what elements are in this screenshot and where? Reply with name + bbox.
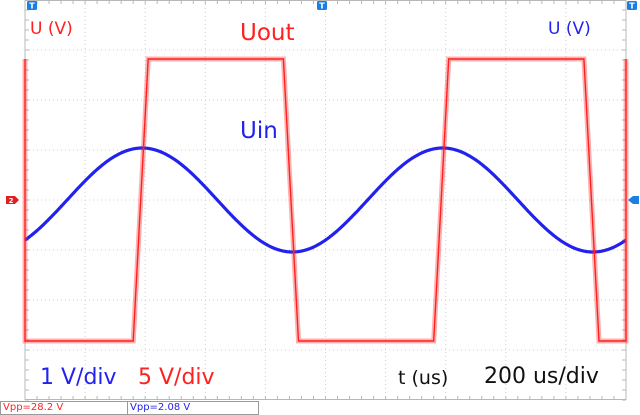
uin-scale-label: 1 V/div <box>40 365 117 390</box>
uout-trace <box>24 58 627 342</box>
traces <box>22 56 629 344</box>
uin-vpp-measurement: Vpp=2.08 V <box>127 401 259 415</box>
uout-scale-label: 5 V/div <box>138 365 215 390</box>
trigger-marker-center: T <box>317 1 327 11</box>
uout-vpp-measurement: Vpp=28.2 V <box>0 401 128 415</box>
uin-label: Uin <box>240 118 278 144</box>
time-axis-label: t (us) <box>398 367 449 389</box>
time-scale-label: 200 us/div <box>484 364 599 389</box>
trigger-marker-right: T <box>627 1 637 11</box>
uin-trace <box>24 146 627 254</box>
trigger-marker-box <box>317 1 327 10</box>
trigger-marker-text: T <box>319 2 325 11</box>
uout-label: Uout <box>240 20 295 46</box>
channel-ref-marker: 2 <box>6 196 19 205</box>
trigger-marker-text: T <box>29 2 35 11</box>
right-axis-label: U (V) <box>548 19 591 39</box>
channel-ref-marker-text: 2 <box>9 197 14 205</box>
level-marker-right <box>628 196 639 204</box>
trigger-marker-left: T <box>27 1 37 11</box>
trigger-marker-box <box>627 1 637 10</box>
left-axis-label: U (V) <box>30 19 73 39</box>
channel-ref-marker-shape <box>6 196 19 204</box>
markers: T T T 2 <box>6 1 639 205</box>
trigger-marker-box <box>27 1 37 10</box>
trigger-marker-text: T <box>629 2 635 11</box>
grid <box>24 0 627 401</box>
